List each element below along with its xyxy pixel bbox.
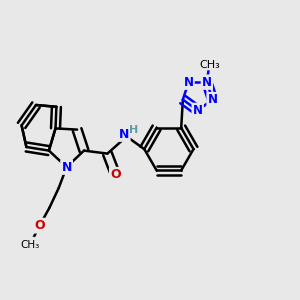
Text: O: O (34, 219, 45, 232)
Text: CH₃: CH₃ (20, 239, 40, 250)
Text: O: O (110, 168, 121, 181)
Text: N: N (193, 104, 203, 117)
Text: N: N (119, 128, 129, 141)
Text: N: N (202, 76, 212, 89)
Text: O: O (34, 219, 45, 232)
Text: H: H (130, 125, 139, 136)
Text: N: N (184, 76, 194, 89)
Text: N: N (61, 160, 72, 174)
Text: N: N (208, 93, 218, 106)
Text: CH₃: CH₃ (199, 60, 220, 70)
Text: O: O (23, 238, 34, 251)
